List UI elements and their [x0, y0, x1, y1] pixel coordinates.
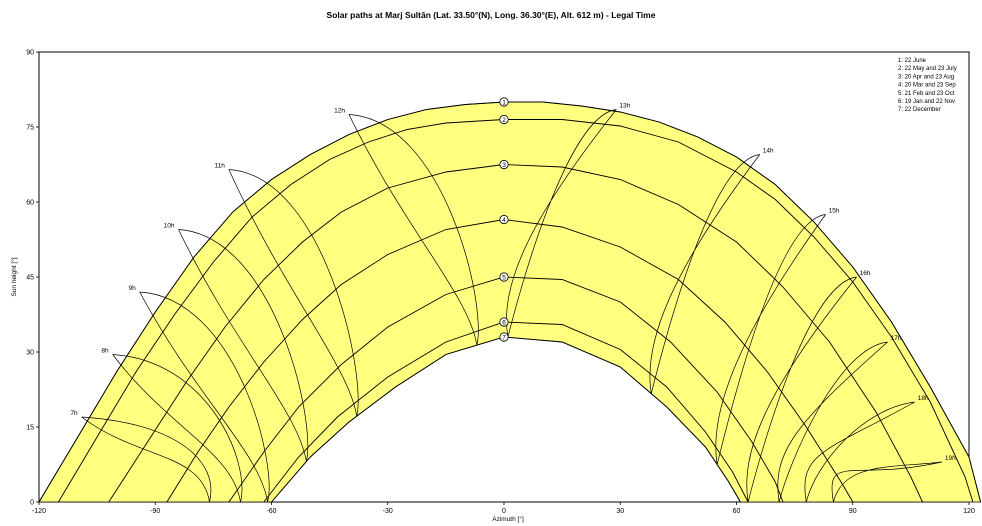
- y-tick-label: 75: [26, 125, 34, 132]
- x-tick-label: -30: [383, 508, 393, 515]
- date-path-markers: 1 2 3 4 5 6 7: [499, 97, 509, 342]
- x-tick-label: -60: [266, 508, 276, 515]
- date-path-marker-2: 2: [499, 114, 509, 125]
- y-axis-label: Sun height [°]: [10, 257, 18, 296]
- y-tick-label: 90: [26, 50, 34, 57]
- legend-entry-5: 5: 21 Feb and 23 Oct: [898, 91, 955, 97]
- legend-entry-4: 4: 20 Mar and 23 Sep: [898, 83, 956, 89]
- hour-label: 18h: [918, 395, 929, 402]
- hour-label: 14h: [763, 148, 774, 155]
- y-tick-label: 0: [30, 500, 34, 507]
- hour-line-17h: [777, 341, 888, 503]
- date-path-marker-3: 3: [499, 159, 509, 170]
- hour-line-9h: [139, 291, 270, 503]
- legend-entry-1: 1: 22 June: [898, 58, 927, 64]
- legend-entry-6: 6: 19 Jan and 22 Nov: [898, 99, 955, 105]
- legend-entry-2: 2: 22 May and 23 July: [898, 66, 957, 72]
- hour-line-7h: [81, 416, 212, 503]
- hour-label: 9h: [129, 285, 137, 292]
- hour-line-16h: [746, 276, 857, 503]
- hour-line-19h: [831, 461, 942, 503]
- date-path-5: [228, 276, 784, 503]
- hour-label: 15h: [829, 208, 840, 215]
- plot-area: 1 2 3 4 5 6 7 7h 8h 9h 10h 11h 12h 13h 14h 15h 16h 17h 18…: [38, 51, 982, 503]
- date-path-number: 3: [502, 162, 506, 169]
- hour-labels: 7h 8h 9h 10h 11h 12h 13h 14h 15h 16h 17h 18h 19h: [70, 103, 956, 463]
- y-tick-label: 15: [26, 425, 34, 432]
- date-path-number: 5: [502, 274, 506, 281]
- y-tick-label: 30: [26, 350, 34, 357]
- hour-label: 16h: [860, 270, 871, 277]
- x-axis-label: Azimuth [°]: [492, 515, 524, 523]
- date-path-number: 1: [502, 99, 506, 106]
- x-tick-label: 120: [963, 508, 975, 515]
- y-tick-label: 60: [26, 200, 34, 207]
- y-axis: 0 15 30 45 60 75 90: [26, 50, 39, 507]
- hour-label: 8h: [101, 348, 109, 355]
- hour-label: 7h: [70, 410, 78, 417]
- hour-label: 10h: [164, 223, 175, 230]
- date-path-7: [271, 336, 741, 503]
- legend-entry-3: 3: 20 Apr and 23 Aug: [898, 74, 954, 80]
- hour-label: 11h: [215, 163, 226, 170]
- date-path-marker-7: 7: [499, 332, 509, 342]
- date-path-6: [263, 321, 749, 503]
- date-path-number: 7: [502, 334, 506, 341]
- x-tick-label: 90: [849, 508, 857, 515]
- y-tick-label: 45: [26, 275, 34, 282]
- date-path-number: 4: [502, 217, 506, 224]
- date-path-marker-5: 5: [499, 272, 509, 282]
- hour-label: 19h: [945, 455, 956, 462]
- x-axis: -120 -90 -60 -30 0 30 60 90 120: [32, 502, 975, 515]
- date-path-number: 6: [502, 319, 506, 326]
- date-path-1: [38, 101, 982, 503]
- legend: 1: 22 June 2: 22 May and 23 July 3: 20 Apr…: [898, 58, 957, 113]
- hour-label: 17h: [891, 335, 902, 342]
- hour-label: 13h: [619, 103, 630, 110]
- hour-label: 12h: [334, 108, 345, 115]
- x-tick-label: -120: [32, 508, 46, 515]
- date-path-marker-4: 4: [499, 214, 509, 225]
- x-tick-label: 0: [502, 508, 506, 515]
- x-tick-label: 30: [616, 508, 624, 515]
- legend-entry-7: 7: 22 December: [898, 107, 941, 113]
- hour-line-8h: [112, 354, 243, 503]
- chart-title: Solar paths at Marj Sultān (Lat. 33.50°(…: [327, 10, 656, 20]
- hour-line-18h: [804, 401, 915, 503]
- x-tick-label: -90: [150, 508, 160, 515]
- date-path-number: 2: [502, 117, 506, 124]
- date-path-marker-1: 1: [499, 97, 509, 107]
- date-path-marker-6: 6: [499, 317, 509, 327]
- x-tick-label: 60: [733, 508, 741, 515]
